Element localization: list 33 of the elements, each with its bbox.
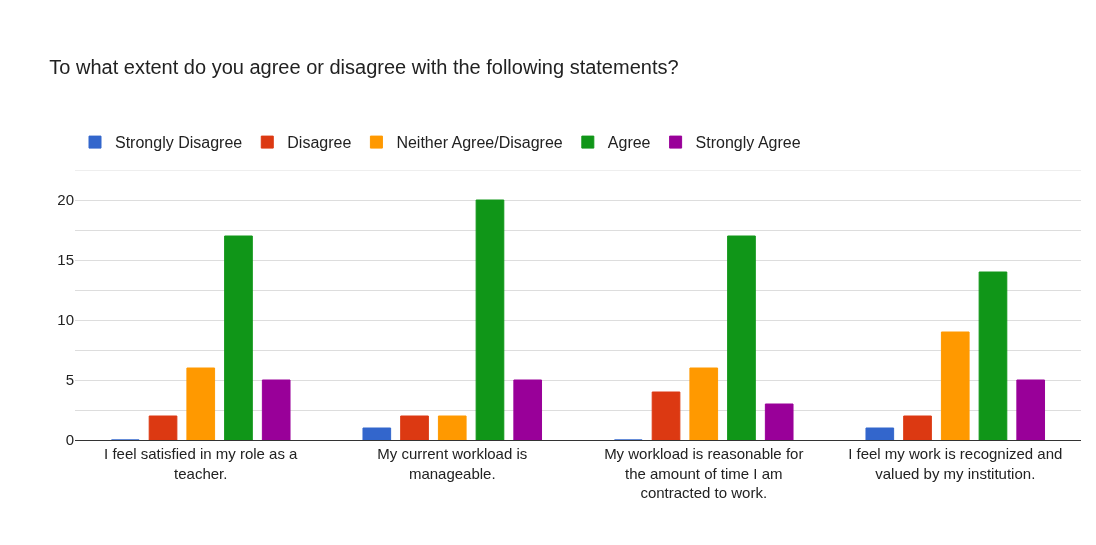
bar [651,391,681,440]
legend-label: Neither Agree/Disagree [396,134,563,152]
bar [475,199,505,440]
bar [261,379,291,440]
chart-title: To what extent do you agree or disagree with the following statements? [49,55,679,78]
legend-label: Agree [607,134,651,152]
y-tick-label: 0 [65,431,74,449]
x-tick-label: My current workload is manageable. [377,445,528,482]
bar [727,235,756,440]
bar [865,427,895,440]
legend-label: Strongly Disagree [115,134,243,152]
bar [1016,379,1046,440]
bar [437,415,467,440]
bar [224,235,253,440]
bar [764,403,794,440]
legend-label: Strongly Agree [695,134,801,152]
bar [903,415,932,440]
y-tick-label: 15 [57,251,74,269]
y-tick-label: 10 [57,311,74,329]
legend-label: Disagree [287,134,352,152]
bar [148,415,178,440]
bar [689,367,719,440]
y-tick-label: 20 [57,191,74,209]
bar [362,427,392,440]
y-tick-label: 5 [65,371,74,389]
bar [400,415,429,440]
x-tick-label: I feel my work is recognized and valued by my institution. [848,445,1063,482]
bar [513,379,543,440]
bar [940,331,970,440]
x-tick-label: My workload is reasonable for the amount of time I am contracted to work. [604,445,804,501]
bar [978,271,1008,440]
bar [186,367,216,440]
x-tick-label: I feel satisfied in my role as a teacher. [104,445,299,482]
